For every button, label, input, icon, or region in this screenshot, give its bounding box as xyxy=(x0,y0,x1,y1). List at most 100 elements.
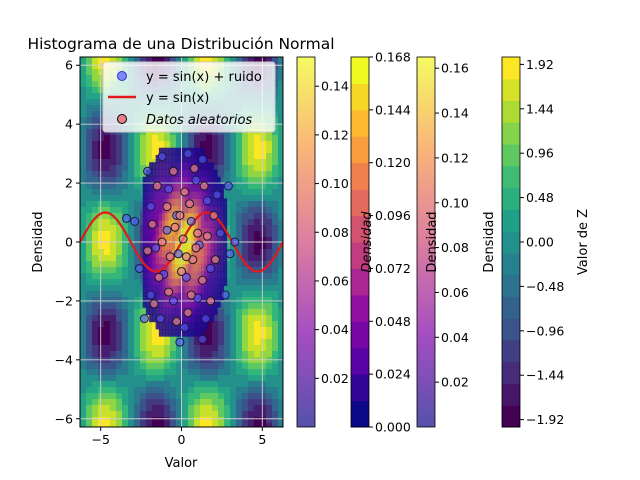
contour-cell xyxy=(236,159,243,166)
contour-cell xyxy=(224,171,231,178)
contour-cell xyxy=(128,249,135,256)
histogram-bin xyxy=(220,249,224,257)
contour-cell xyxy=(230,225,237,232)
histogram-bin xyxy=(184,278,189,286)
contour-cell xyxy=(218,351,225,358)
contour-cell xyxy=(272,327,279,334)
histogram-bin xyxy=(168,154,173,163)
contour-cell xyxy=(98,177,105,184)
contour-cell xyxy=(86,195,93,202)
contour-cell xyxy=(152,387,159,394)
histogram-bin xyxy=(149,307,153,315)
contour-cell xyxy=(92,417,99,424)
histogram-bin xyxy=(145,285,150,294)
contour-cell xyxy=(266,351,273,358)
contour-cell xyxy=(266,177,273,184)
histogram-bin xyxy=(217,220,221,228)
contour-cell xyxy=(104,303,111,310)
contour-cell xyxy=(254,309,261,316)
contour-cell xyxy=(224,201,231,208)
contour-cell xyxy=(248,249,255,256)
contour-cell xyxy=(104,279,111,286)
contour-cell xyxy=(80,363,87,370)
contour-cell xyxy=(200,369,207,376)
contour-cell xyxy=(98,135,105,142)
scatter-series-aleatorios xyxy=(143,163,220,327)
histogram-bin xyxy=(165,292,169,301)
histogram-bin xyxy=(197,169,202,178)
contour-cell xyxy=(80,171,87,178)
histogram-bin xyxy=(197,307,202,315)
histogram-bin xyxy=(175,278,179,286)
contour-cell xyxy=(92,291,99,298)
contour-cell xyxy=(230,345,237,352)
contour-cell xyxy=(230,135,237,142)
contour-cell xyxy=(266,159,273,166)
contour-cell xyxy=(278,189,283,196)
contour-cell xyxy=(230,315,237,322)
histogram-bin xyxy=(217,285,221,294)
contour-cell xyxy=(212,159,219,166)
colorbar-tick-label: 0.04 xyxy=(441,330,469,345)
contour-cell xyxy=(128,201,135,208)
contour-cell xyxy=(218,309,225,316)
contour-cell xyxy=(278,183,283,190)
histogram-bin xyxy=(162,292,166,301)
histogram-bin xyxy=(145,242,150,250)
contour-cell xyxy=(116,213,123,220)
histogram-bin xyxy=(165,191,169,199)
contour-cell xyxy=(86,393,93,400)
contour-cell xyxy=(278,63,283,70)
x-tick-label: 0 xyxy=(178,432,186,447)
contour-cell xyxy=(116,135,123,142)
contour-cell xyxy=(146,345,153,352)
contour-cell xyxy=(248,231,255,238)
contour-cell xyxy=(128,381,135,388)
histogram-bin xyxy=(207,162,211,170)
contour-cell xyxy=(80,165,87,172)
contour-cell xyxy=(224,135,231,142)
contour-cell xyxy=(86,81,93,88)
contour-cell xyxy=(122,345,129,352)
contour-cell xyxy=(122,303,129,310)
contour-cell xyxy=(260,147,267,154)
contour-cell xyxy=(248,297,255,304)
histogram-bin xyxy=(197,198,202,207)
histogram-bin xyxy=(171,147,176,156)
histogram-bin xyxy=(204,256,208,265)
contour-cell xyxy=(242,423,249,427)
histogram-bin xyxy=(155,307,160,315)
contour-cell xyxy=(218,333,225,340)
contour-cell xyxy=(86,321,93,328)
histogram-bin xyxy=(175,329,179,337)
contour-cell xyxy=(272,339,279,346)
legend-label-ruido: y = sin(x) + ruido xyxy=(146,70,262,85)
contour-cell xyxy=(224,267,231,274)
contour-cell xyxy=(104,369,111,376)
contour-cell xyxy=(236,423,243,427)
contour-cell xyxy=(224,381,231,388)
contour-cell xyxy=(182,381,189,388)
histogram-bin xyxy=(194,329,199,337)
contour-cell xyxy=(128,309,135,316)
contour-cell xyxy=(254,189,261,196)
contour-cell xyxy=(80,339,87,346)
histogram-bin xyxy=(191,307,195,315)
contour-cell xyxy=(242,231,249,238)
contour-cell xyxy=(242,201,249,208)
contour-cell xyxy=(134,393,141,400)
contour-cell xyxy=(92,399,99,406)
histogram-bin xyxy=(213,205,218,214)
contour-cell xyxy=(104,141,111,148)
contour-cell xyxy=(266,387,273,394)
contour-cell xyxy=(170,57,177,64)
histogram-bin xyxy=(145,220,150,228)
histogram-bin xyxy=(158,263,163,272)
histogram-bin xyxy=(200,162,205,170)
contour-cell xyxy=(86,309,93,316)
contour-cell xyxy=(122,237,129,244)
contour-cell xyxy=(278,303,283,310)
contour-cell xyxy=(116,369,123,376)
contour-cell xyxy=(242,417,249,424)
